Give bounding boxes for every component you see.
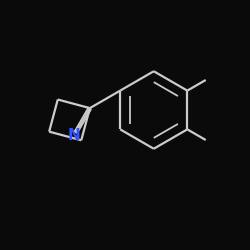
Text: N: N <box>68 128 80 143</box>
